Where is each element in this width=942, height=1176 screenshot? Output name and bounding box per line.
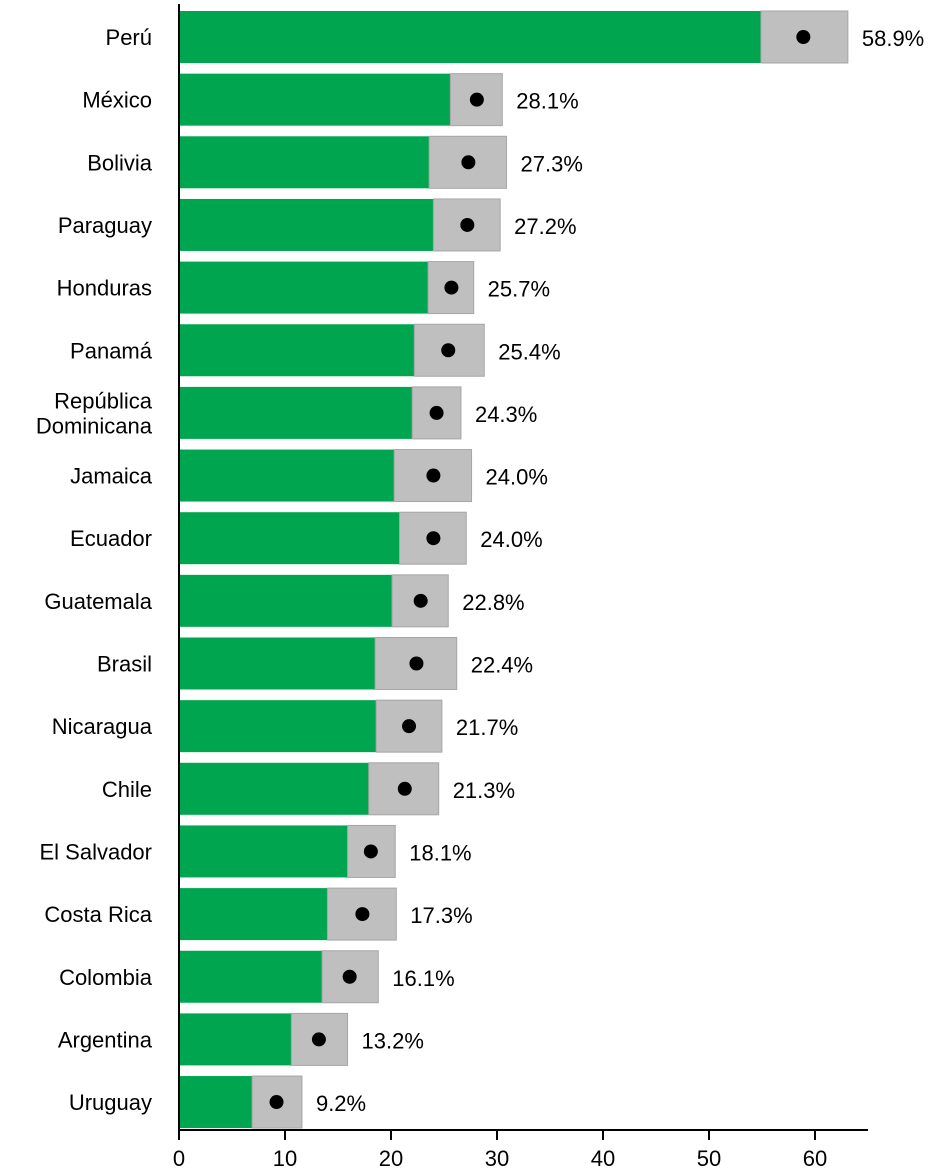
point-costa-rica: [355, 907, 370, 922]
range-colombia: [321, 950, 379, 1004]
point-chile: [397, 781, 412, 796]
value-label-guatemala: 22.8%: [462, 590, 524, 615]
point-brasil: [409, 656, 424, 671]
bar-peru: [179, 11, 761, 63]
x-tick-label-60: 60: [803, 1146, 827, 1171]
value-label-bolivia: 27.3%: [521, 151, 583, 176]
category-label-costa-rica: Costa Rica: [44, 902, 152, 927]
point-peru: [796, 30, 811, 44]
point-paraguay: [460, 217, 475, 232]
x-tick-label-20: 20: [379, 1146, 403, 1171]
bar-el-salvador: [179, 825, 348, 878]
category-label-line: República: [54, 388, 153, 413]
category-labels: Perú México Bolivia Paraguay Honduras Panamá R…: [36, 25, 153, 1115]
value-label-ecuador: 24.0%: [480, 527, 542, 552]
point-argentina: [311, 1032, 326, 1047]
bar-uruguay: [179, 1076, 253, 1129]
point-jamaica: [426, 468, 441, 483]
value-label-republica-dominicana: 24.3%: [475, 402, 537, 427]
point-bolivia: [461, 155, 476, 170]
value-label-mexico: 28.1%: [516, 89, 578, 114]
x-tick-label-50: 50: [697, 1146, 721, 1171]
point-colombia: [342, 969, 357, 984]
value-label-nicaragua: 21.7%: [456, 715, 518, 740]
category-label-argentina: Argentina: [58, 1027, 153, 1052]
bar-brasil: [179, 637, 376, 690]
bar-jamaica: [179, 449, 395, 502]
x-tick-label-40: 40: [591, 1146, 615, 1171]
point-ecuador: [426, 531, 441, 546]
point-nicaragua: [402, 719, 417, 734]
value-label-peru: 58.9%: [862, 26, 924, 51]
bar-costa-rica: [179, 888, 328, 941]
bar-mexico: [179, 73, 451, 126]
value-label-chile: 21.3%: [453, 778, 515, 803]
x-tick-label-30: 30: [485, 1146, 509, 1171]
value-label-paraguay: 27.2%: [514, 214, 576, 239]
category-label-el-salvador: El Salvador: [39, 839, 152, 864]
category-label-peru: Perú: [106, 25, 152, 50]
bar-republica-dominicana: [179, 386, 413, 439]
category-label-bolivia: Bolivia: [87, 150, 153, 175]
value-label-uruguay: 9.2%: [316, 1091, 366, 1116]
bar-ecuador: [179, 512, 400, 565]
category-label-mexico: México: [82, 88, 152, 113]
x-tick-label-0: 0: [173, 1146, 185, 1171]
point-honduras: [444, 280, 459, 295]
point-el-salvador: [363, 844, 378, 859]
value-labels: 58.9% 28.1% 27.3% 27.2% 25.7% 25.4% 24.3% 24.0%…: [316, 26, 924, 1116]
point-republica-dominicana: [429, 405, 444, 420]
bar-honduras: [179, 261, 429, 314]
value-label-jamaica: 24.0%: [486, 465, 548, 490]
bar-colombia: [179, 950, 323, 1003]
value-label-argentina: 13.2%: [362, 1028, 424, 1053]
bars-group: [179, 11, 761, 1129]
category-label-colombia: Colombia: [59, 965, 153, 990]
value-label-brasil: 22.4%: [471, 653, 533, 678]
value-label-el-salvador: 18.1%: [409, 840, 471, 865]
value-label-costa-rica: 17.3%: [410, 903, 472, 928]
category-label-line: Dominicana: [36, 413, 153, 438]
bar-panama: [179, 324, 415, 377]
point-guatemala: [413, 593, 428, 608]
category-label-ecuador: Ecuador: [70, 526, 152, 551]
category-label-uruguay: Uruguay: [69, 1090, 152, 1115]
category-label-brasil: Brasil: [97, 652, 152, 677]
x-axis: 0 10 20 30 40 50 60: [173, 1129, 868, 1171]
category-label-nicaragua: Nicaragua: [52, 714, 153, 739]
category-label-chile: Chile: [102, 777, 152, 802]
category-label-jamaica: Jamaica: [70, 464, 153, 489]
point-mexico: [469, 92, 484, 107]
value-label-panama: 25.4%: [498, 339, 560, 364]
category-label-honduras: Honduras: [57, 276, 152, 301]
bar-bolivia: [179, 136, 430, 189]
bar-chile: [179, 762, 369, 815]
value-label-colombia: 16.1%: [392, 966, 454, 991]
bar-nicaragua: [179, 700, 377, 753]
point-panama: [441, 343, 456, 358]
bar-guatemala: [179, 574, 393, 627]
category-label-panama: Panamá: [70, 338, 153, 363]
category-label-guatemala: Guatemala: [44, 589, 152, 614]
value-label-honduras: 25.7%: [488, 277, 550, 302]
bar-paraguay: [179, 198, 434, 251]
category-label-republica-dominicana: República Dominicana: [36, 388, 153, 438]
dots-group: [269, 30, 811, 1110]
category-label-paraguay: Paraguay: [58, 213, 152, 238]
x-tick-label-10: 10: [273, 1146, 297, 1171]
bar-argentina: [179, 1013, 292, 1066]
point-uruguay: [269, 1095, 284, 1110]
